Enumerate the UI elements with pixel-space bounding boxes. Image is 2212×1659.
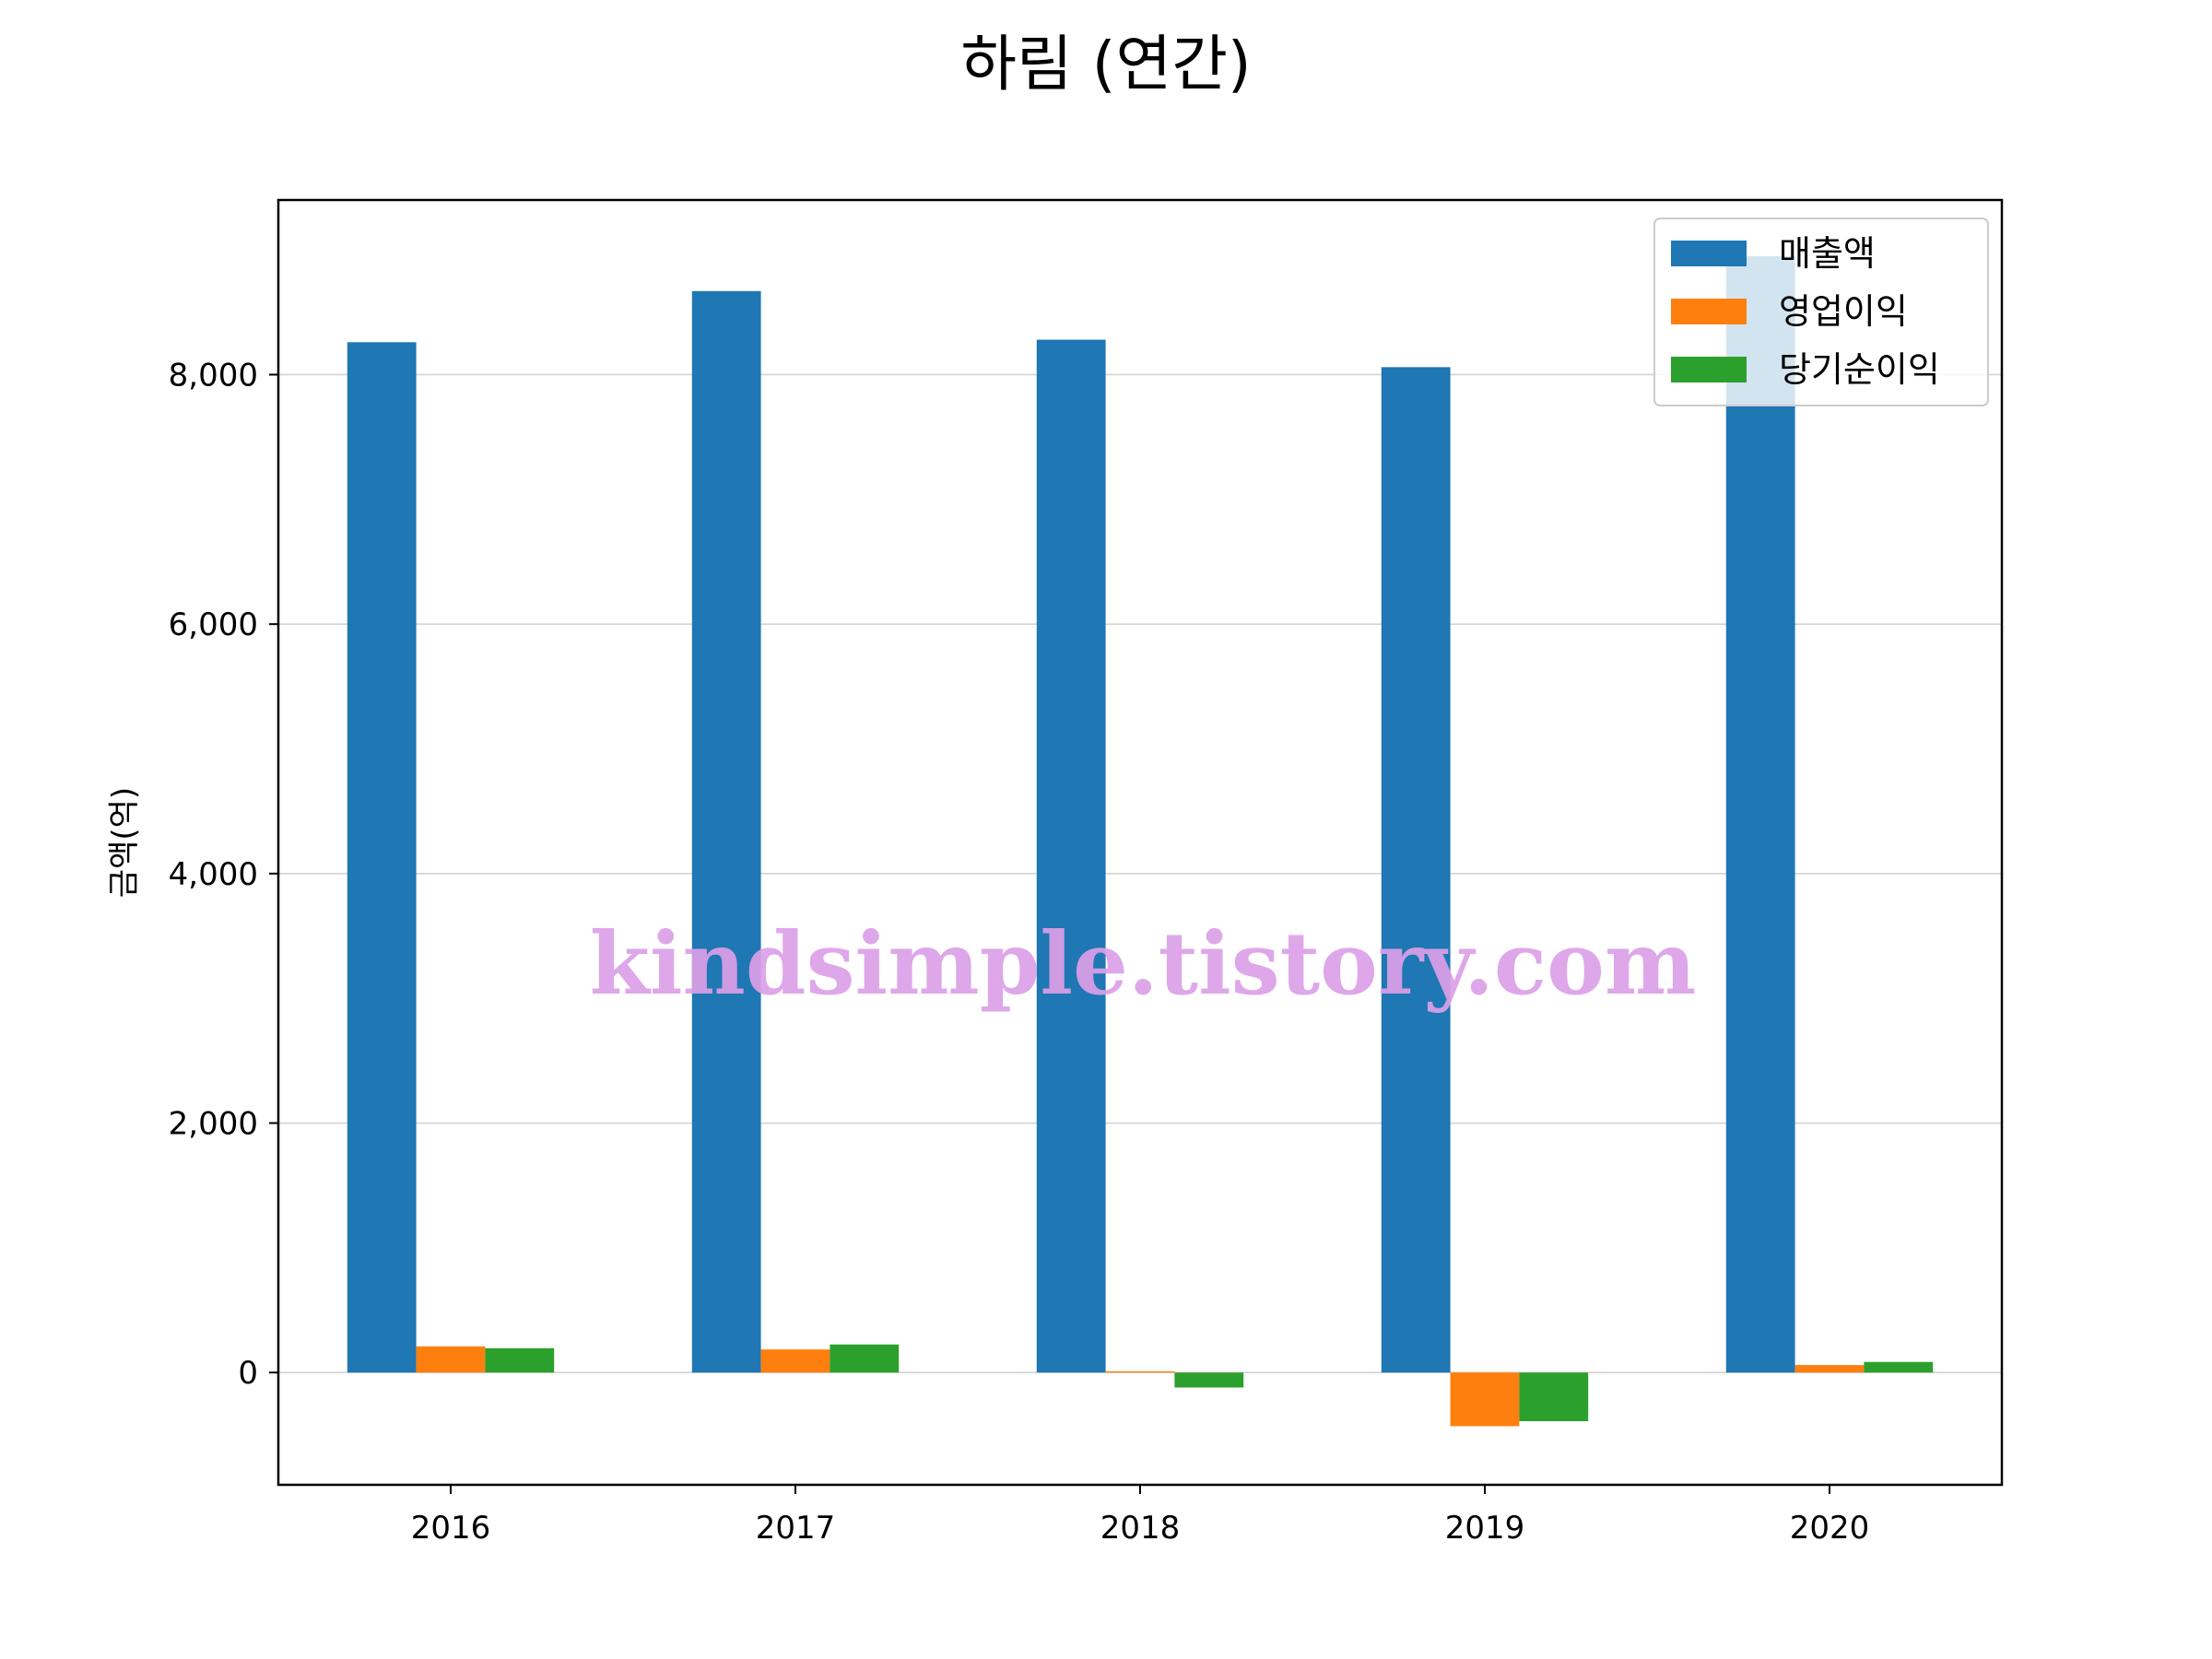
y-tick-label: 0 xyxy=(238,1355,258,1392)
bar-2020-series-1 xyxy=(1725,255,1795,1373)
y-tick-label: 2,000 xyxy=(169,1106,258,1143)
chart-title: 하림 (연간) xyxy=(960,29,1251,100)
legend-swatch xyxy=(1671,299,1747,324)
bar-2020-series-2 xyxy=(1794,1365,1865,1373)
bar-2017-series-3 xyxy=(830,1344,900,1373)
x-axis: 2016 2017 2018 2019 2020 xyxy=(411,1485,1870,1547)
bar-2020-series-3 xyxy=(1864,1361,1934,1373)
legend-swatch xyxy=(1671,241,1747,266)
bar-2016-series-3 xyxy=(485,1347,555,1373)
y-axis-label: 금액(억) xyxy=(106,787,143,898)
y-tick-label: 8,000 xyxy=(169,357,258,394)
bar-2019-series-3 xyxy=(1519,1372,1589,1421)
legend-label: 매출액 xyxy=(1779,233,1876,274)
x-tick-label: 2018 xyxy=(1100,1510,1181,1547)
y-tick-label: 4,000 xyxy=(169,856,258,893)
bar-2017-series-1 xyxy=(691,290,761,1373)
bar-2018-series-3 xyxy=(1174,1372,1244,1388)
legend-label: 영업이익 xyxy=(1779,291,1908,332)
bar-2018-series-2 xyxy=(1105,1371,1175,1373)
x-tick-label: 2020 xyxy=(1790,1510,1870,1547)
gridlines xyxy=(278,373,2002,1373)
bar-2019-series-1 xyxy=(1381,367,1451,1373)
bars xyxy=(347,255,1934,1427)
legend-label: 당기순이익 xyxy=(1779,349,1940,390)
x-tick-label: 2017 xyxy=(756,1510,836,1547)
watermark-text: kindsimple.tistory.com xyxy=(590,913,1697,1015)
bar-2018-series-1 xyxy=(1036,339,1106,1373)
x-tick-label: 2016 xyxy=(411,1510,491,1547)
bar-2017-series-2 xyxy=(760,1349,830,1373)
x-tick-label: 2019 xyxy=(1445,1510,1525,1547)
legend-swatch xyxy=(1671,357,1747,382)
bar-2019-series-2 xyxy=(1450,1372,1520,1427)
y-axis: 0 2,000 4,000 6,000 8,000 xyxy=(169,357,278,1392)
y-tick-label: 6,000 xyxy=(169,606,258,643)
bar-2016-series-1 xyxy=(347,342,417,1373)
bar-2016-series-2 xyxy=(416,1346,486,1373)
